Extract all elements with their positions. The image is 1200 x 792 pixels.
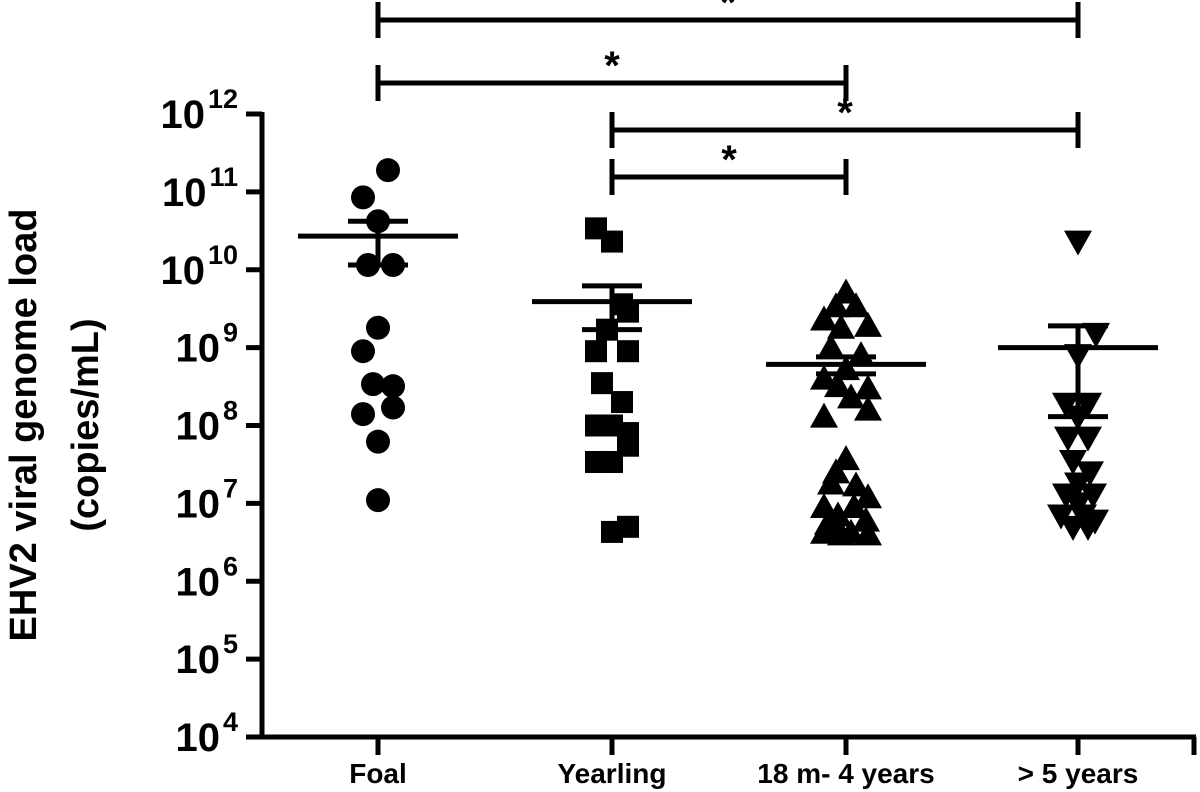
y-axis-label-line2: (copies/mL): [65, 318, 107, 531]
data-point: [1054, 426, 1082, 452]
x-tick-label: > 5 years: [1018, 758, 1139, 789]
data-point: [601, 450, 623, 473]
data-point: [810, 364, 838, 390]
significance-star: *: [720, 0, 736, 25]
data-point: [381, 374, 405, 399]
significance-bracket: *: [375, 0, 1081, 38]
data-point: [601, 520, 623, 543]
significance-star: *: [604, 44, 620, 88]
data-point: [617, 340, 639, 363]
y-tick-label: 10 8: [175, 396, 238, 449]
data-point: [1074, 426, 1102, 452]
data-point: [840, 492, 868, 518]
data-point: [854, 395, 882, 421]
data-point: [827, 313, 855, 339]
data-point: [1064, 230, 1092, 256]
significance-star: *: [837, 91, 853, 135]
data-point: [381, 395, 405, 420]
data-point: [601, 230, 623, 253]
data-point: [1079, 483, 1107, 509]
data-point: [366, 488, 390, 513]
y-tick-label: 10 11: [162, 162, 238, 215]
x-tick-label: 18 m- 4 years: [757, 758, 934, 789]
data-point: [847, 341, 875, 367]
data-point: [376, 158, 400, 183]
data-point: [854, 483, 882, 509]
data-point: [1074, 392, 1102, 418]
significance-bracket: *: [609, 138, 849, 195]
data-point: [591, 372, 613, 395]
data-point: [351, 402, 375, 427]
data-point: [611, 391, 633, 414]
data-point: [854, 520, 882, 546]
data-point: [351, 185, 375, 210]
data-point: [617, 300, 639, 323]
x-tick-label: Yearling: [558, 758, 667, 789]
data-point: [810, 518, 838, 544]
data-point: [366, 315, 390, 340]
data-point: [824, 372, 852, 398]
y-tick-label: 10 9: [175, 318, 238, 371]
data-point: [366, 429, 390, 454]
y-tick-label: 10 4: [175, 707, 238, 760]
data-point: [1052, 483, 1080, 509]
y-tick-label: 10 12: [160, 84, 238, 137]
y-axis-label: EHV2 viral genome load (copies/mL): [3, 209, 107, 642]
data-point: [817, 469, 845, 495]
data-point: [1052, 392, 1080, 418]
data-point: [817, 333, 845, 359]
y-tick-label: 10 7: [175, 473, 238, 526]
data-point: [351, 339, 375, 364]
data-point: [1074, 515, 1102, 541]
data-point: [832, 278, 860, 304]
data-point: [585, 340, 607, 363]
data-point: [1082, 322, 1110, 348]
data-point: [837, 518, 865, 544]
data-point: [361, 372, 385, 397]
data-point: [1059, 450, 1087, 476]
data-point: [852, 506, 880, 532]
x-tick-label: Foal: [349, 758, 407, 789]
y-tick-label: 10 10: [160, 240, 238, 293]
significance-bracket: *: [609, 91, 1081, 148]
data-points: [351, 158, 1110, 546]
data-point: [842, 471, 870, 497]
x-ticks: Foal Yearling 18 m- 4 years > 5 years: [349, 737, 1138, 789]
y-tick-label: 10 6: [175, 551, 238, 604]
data-point: [810, 402, 838, 428]
y-axis-label-line1: EHV2 viral genome load: [3, 209, 45, 642]
data-point: [842, 292, 870, 318]
significance-brackets: * * * *: [375, 0, 1081, 195]
significance-star: *: [721, 138, 737, 182]
axes: [259, 112, 1197, 755]
significance-bracket: *: [375, 44, 849, 101]
data-point: [810, 305, 838, 331]
data-point: [837, 383, 865, 409]
data-point: [854, 374, 882, 400]
data-point: [822, 292, 850, 318]
data-point: [854, 311, 882, 337]
y-tick-label: 10 5: [175, 629, 238, 682]
data-point: [810, 492, 838, 518]
mean-sem-bars: [298, 218, 1158, 420]
